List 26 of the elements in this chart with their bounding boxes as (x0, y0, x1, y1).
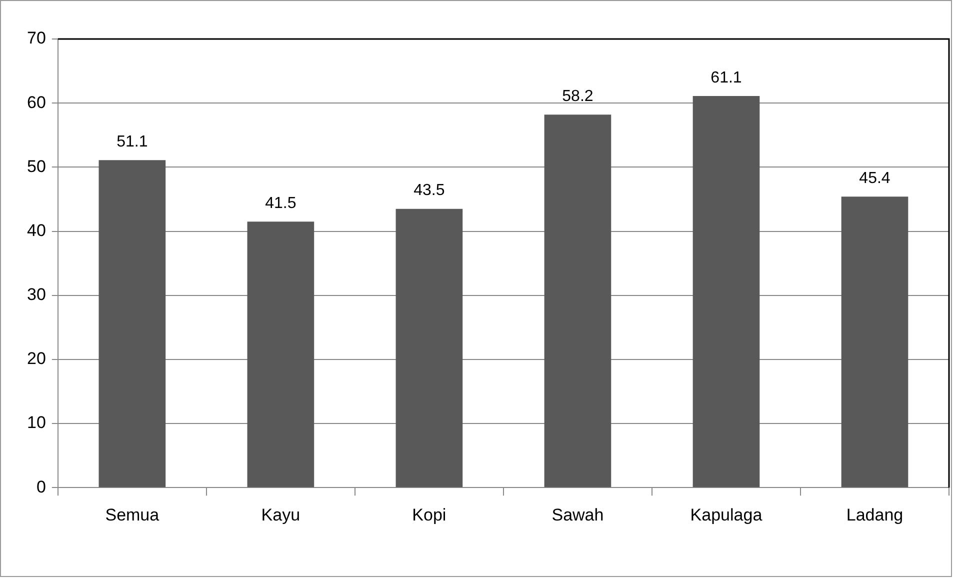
y-tick-label: 60 (26, 92, 46, 112)
bar (841, 196, 908, 488)
data-label: 43.5 (414, 182, 445, 200)
bar (98, 160, 166, 488)
x-tick-label: Sawah (552, 505, 604, 524)
data-label: 45.4 (859, 170, 890, 188)
bar (692, 96, 760, 488)
data-label: 41.5 (265, 195, 296, 212)
y-tick-label: 20 (26, 349, 46, 368)
y-tick-label: 10 (26, 413, 46, 432)
y-tick-label: 0 (36, 477, 46, 496)
bar (396, 208, 463, 488)
data-label: 51.1 (116, 134, 148, 151)
bar (544, 114, 612, 488)
y-tick-label: 70 (26, 28, 46, 48)
data-label: 58.2 (562, 88, 594, 106)
y-tick-label: 30 (26, 285, 46, 304)
y-tick-label: 40 (26, 220, 46, 240)
x-tick-label: Kapulaga (690, 505, 763, 524)
x-tick-label: Semua (105, 505, 160, 524)
x-tick-label: Ladang (846, 505, 904, 524)
data-label: 61.1 (710, 69, 742, 86)
bar (247, 222, 314, 488)
y-tick-label: 50 (26, 156, 46, 176)
x-tick-label: Kopi (412, 505, 446, 524)
x-tick-label: Kayu (261, 505, 300, 524)
